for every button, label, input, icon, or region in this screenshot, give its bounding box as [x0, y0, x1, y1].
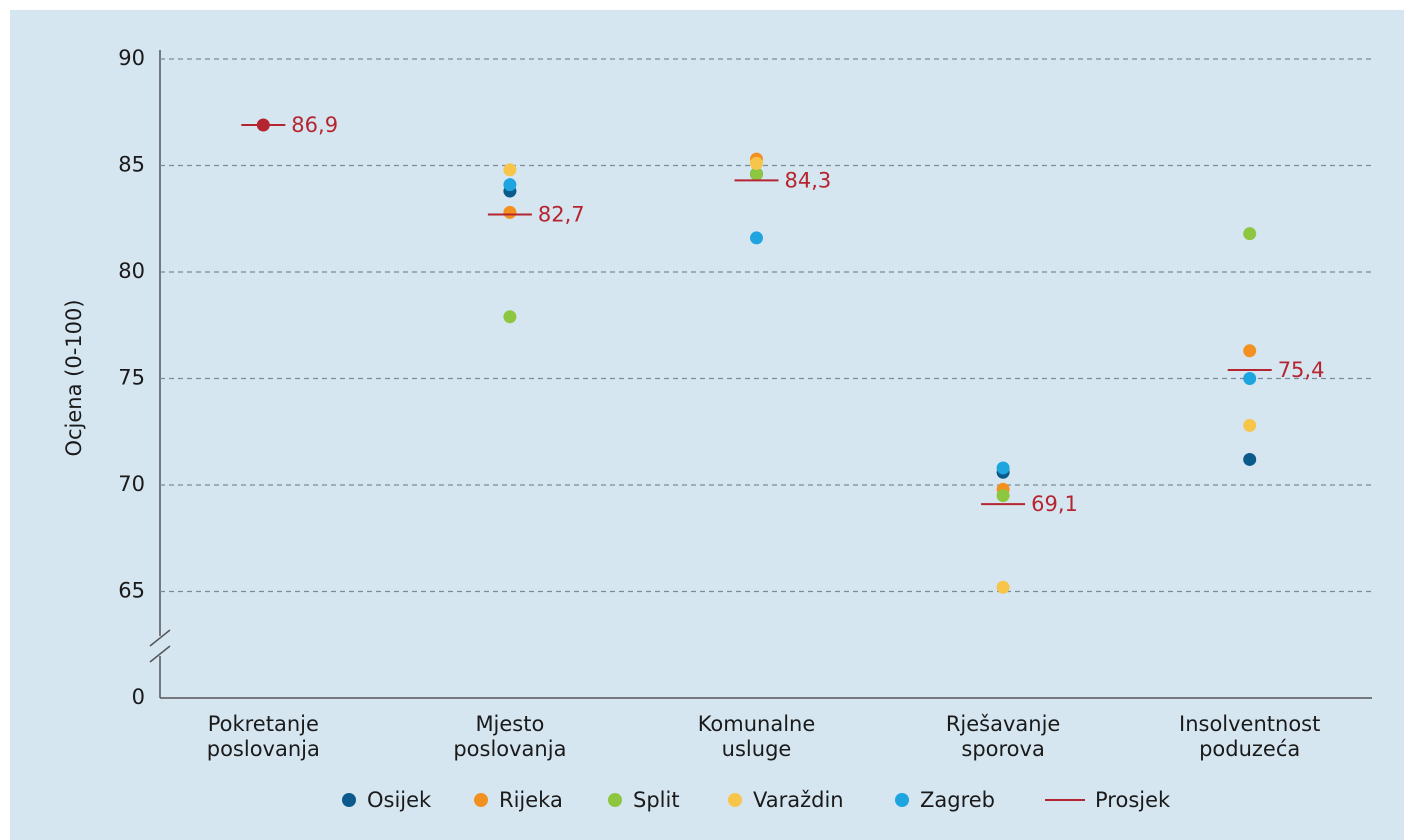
y-axis-label: Ocjena (0-100) — [62, 299, 86, 456]
y-tick-label: 65 — [118, 579, 145, 603]
point — [996, 461, 1010, 475]
y-tick-label: 85 — [118, 153, 145, 177]
legend-marker — [728, 793, 742, 807]
legend-marker — [608, 793, 622, 807]
y-tick-label: 70 — [118, 472, 145, 496]
average-point — [256, 118, 270, 132]
point — [750, 231, 763, 245]
point — [503, 310, 517, 324]
point — [996, 580, 1010, 594]
point — [750, 156, 763, 170]
legend-marker — [342, 793, 356, 807]
point — [1243, 372, 1257, 385]
point — [503, 178, 517, 192]
axis-break — [149, 629, 171, 647]
point — [1243, 227, 1257, 241]
axis-break — [149, 645, 171, 663]
point — [750, 167, 763, 181]
legend-label: Zagreb — [920, 788, 995, 812]
legend-label: Prosjek — [1095, 788, 1171, 812]
value-label: 75,4 — [1278, 358, 1325, 382]
legend-label: Varaždin — [753, 788, 844, 812]
legend-marker — [895, 793, 909, 807]
value-label: 86,9 — [291, 113, 338, 137]
x-tick-label: Pokretanje poslovanja — [206, 712, 320, 761]
legend-label: Split — [633, 788, 680, 812]
point — [503, 163, 517, 177]
x-tick-label: Komunalne usluge — [697, 712, 816, 761]
point — [1243, 452, 1257, 466]
value-label: 84,3 — [785, 168, 832, 192]
y-tick-label: 0 — [132, 685, 145, 709]
x-tick-label: Rješavanje sporova — [945, 712, 1061, 761]
y-tick-label: 75 — [118, 366, 145, 390]
legend-label: Rijeka — [499, 788, 563, 812]
legend-label: Osijek — [367, 788, 432, 812]
point — [503, 205, 517, 219]
background — [10, 10, 1404, 840]
point — [1243, 344, 1257, 358]
y-tick-label: 80 — [118, 259, 145, 283]
value-label: 69,1 — [1031, 492, 1078, 516]
point — [1243, 418, 1257, 432]
legend-marker — [474, 793, 488, 807]
point — [996, 489, 1010, 503]
value-label: 82,7 — [538, 202, 585, 226]
x-tick-label: Mjesto poslovanja — [453, 712, 567, 761]
x-tick-label: Insolventnost poduzeća — [1179, 712, 1321, 761]
y-tick-label: 90 — [118, 46, 145, 70]
